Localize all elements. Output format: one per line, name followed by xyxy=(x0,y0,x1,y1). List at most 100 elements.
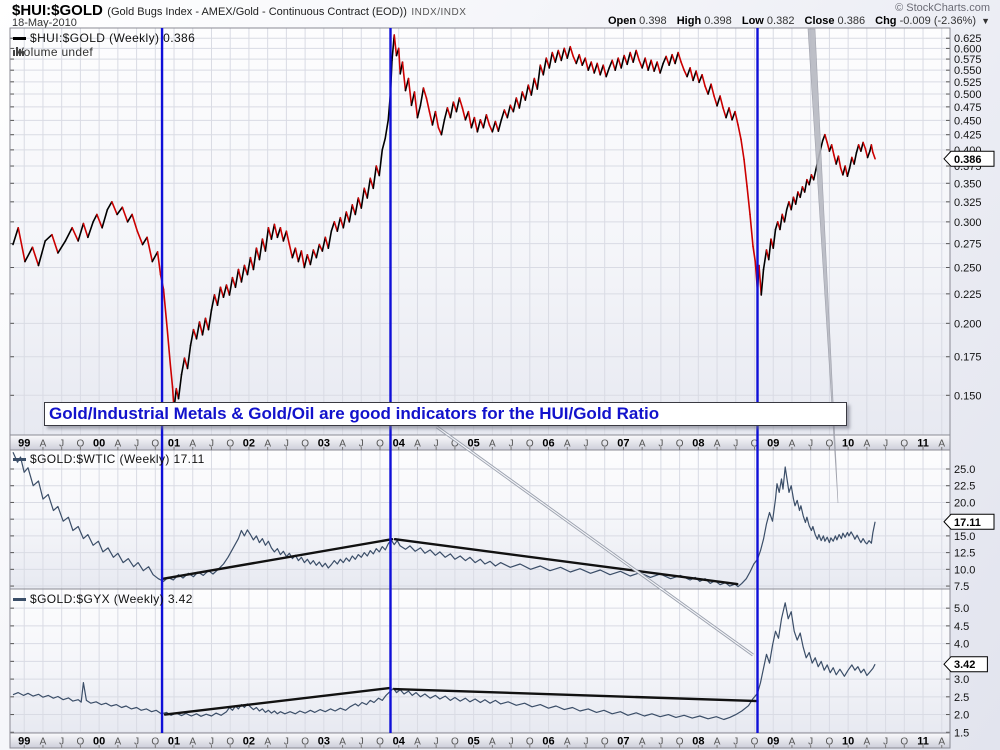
svg-text:O: O xyxy=(77,737,85,748)
line-swatch-icon xyxy=(13,597,26,601)
svg-text:08: 08 xyxy=(692,736,704,748)
svg-text:0.175: 0.175 xyxy=(954,352,982,364)
svg-text:0.250: 0.250 xyxy=(954,262,982,274)
svg-text:0.275: 0.275 xyxy=(954,239,982,251)
svg-text:2.5: 2.5 xyxy=(954,692,969,704)
svg-text:0.200: 0.200 xyxy=(954,318,982,330)
svg-text:O: O xyxy=(900,737,908,748)
price-tag: 0.386 xyxy=(943,150,995,167)
svg-text:0.350: 0.350 xyxy=(954,178,982,190)
svg-text:A: A xyxy=(714,737,721,748)
svg-text:O: O xyxy=(226,439,234,450)
svg-text:06: 06 xyxy=(542,438,554,450)
svg-text:O: O xyxy=(451,439,459,450)
price-tag: 17.11 xyxy=(943,513,995,530)
svg-text:J: J xyxy=(134,439,139,450)
svg-text:0.150: 0.150 xyxy=(954,390,982,402)
svg-text:J: J xyxy=(583,439,588,450)
svg-text:A: A xyxy=(40,439,47,450)
svg-text:O: O xyxy=(676,737,684,748)
svg-text:03: 03 xyxy=(318,438,330,450)
volume-label: Volume undef xyxy=(16,45,93,59)
svg-text:02: 02 xyxy=(243,438,255,450)
chg-dropdown-icon[interactable]: ▼ xyxy=(981,16,990,26)
svg-text:J: J xyxy=(59,439,64,450)
svg-text:0.386: 0.386 xyxy=(954,154,982,166)
svg-text:4.0: 4.0 xyxy=(954,639,969,651)
svg-text:O: O xyxy=(301,737,309,748)
svg-text:J: J xyxy=(808,737,813,748)
svg-text:0.600: 0.600 xyxy=(954,43,982,55)
svg-text:O: O xyxy=(451,737,459,748)
open-label: Open xyxy=(607,15,637,27)
annotation-text-box: Gold/Industrial Metals & Gold/Oil are go… xyxy=(44,402,847,426)
svg-text:J: J xyxy=(658,439,663,450)
svg-text:05: 05 xyxy=(468,438,480,450)
svg-text:A: A xyxy=(564,737,571,748)
low-label: Low xyxy=(741,15,764,27)
svg-text:A: A xyxy=(639,737,646,748)
svg-text:99: 99 xyxy=(18,438,30,450)
chg-label: Chg xyxy=(875,15,897,27)
svg-text:A: A xyxy=(264,737,271,748)
svg-text:11: 11 xyxy=(917,438,929,450)
svg-text:02: 02 xyxy=(243,736,255,748)
svg-text:A: A xyxy=(264,439,271,450)
svg-text:15.0: 15.0 xyxy=(954,531,975,543)
svg-text:J: J xyxy=(209,439,214,450)
legend-label: $HUI:$GOLD (Weekly) 0.386 xyxy=(30,31,196,45)
svg-text:03: 03 xyxy=(318,736,330,748)
svg-text:A: A xyxy=(339,737,346,748)
svg-text:04: 04 xyxy=(393,736,406,748)
svg-text:J: J xyxy=(509,737,514,748)
svg-text:2.0: 2.0 xyxy=(954,710,969,722)
svg-text:07: 07 xyxy=(617,438,629,450)
svg-text:O: O xyxy=(151,439,159,450)
svg-text:A: A xyxy=(189,439,196,450)
svg-text:A: A xyxy=(564,439,571,450)
svg-text:A: A xyxy=(339,439,346,450)
open-value: 0.398 xyxy=(639,15,667,27)
svg-text:J: J xyxy=(733,439,738,450)
svg-text:0.425: 0.425 xyxy=(954,130,982,142)
svg-text:12.5: 12.5 xyxy=(954,548,975,560)
legend-label: $GOLD:$GYX (Weekly) 3.42 xyxy=(30,592,193,606)
svg-text:A: A xyxy=(189,737,196,748)
svg-text:O: O xyxy=(526,737,534,748)
svg-text:O: O xyxy=(301,439,309,450)
svg-text:0.450: 0.450 xyxy=(954,115,982,127)
svg-text:3.0: 3.0 xyxy=(954,674,969,686)
svg-text:1.5: 1.5 xyxy=(954,727,969,739)
svg-text:J: J xyxy=(284,439,289,450)
svg-text:A: A xyxy=(639,439,646,450)
svg-text:O: O xyxy=(826,439,834,450)
svg-text:J: J xyxy=(808,439,813,450)
svg-text:0.525: 0.525 xyxy=(954,77,982,89)
svg-text:0.625: 0.625 xyxy=(954,33,982,45)
svg-text:11: 11 xyxy=(917,736,929,748)
svg-text:3.42: 3.42 xyxy=(954,659,975,671)
svg-text:O: O xyxy=(77,439,85,450)
svg-text:25.0: 25.0 xyxy=(954,464,975,476)
price-tag: 3.42 xyxy=(943,656,988,673)
annotation-text: Gold/Industrial Metals & Gold/Oil are go… xyxy=(49,404,660,423)
svg-text:17.11: 17.11 xyxy=(954,517,981,529)
svg-text:0.475: 0.475 xyxy=(954,102,982,114)
svg-text:J: J xyxy=(583,737,588,748)
svg-text:O: O xyxy=(751,439,759,450)
svg-text:A: A xyxy=(489,737,496,748)
svg-text:O: O xyxy=(526,439,534,450)
svg-text:07: 07 xyxy=(617,736,629,748)
svg-text:A: A xyxy=(714,439,721,450)
svg-text:20.0: 20.0 xyxy=(954,497,975,509)
svg-text:4.5: 4.5 xyxy=(954,621,969,633)
svg-text:J: J xyxy=(434,737,439,748)
quote-bar: Open 0.398 High 0.398 Low 0.382 Close 0.… xyxy=(601,15,990,27)
svg-text:99: 99 xyxy=(18,736,30,748)
svg-text:O: O xyxy=(601,439,609,450)
svg-text:01: 01 xyxy=(168,736,180,748)
svg-text:J: J xyxy=(883,737,888,748)
